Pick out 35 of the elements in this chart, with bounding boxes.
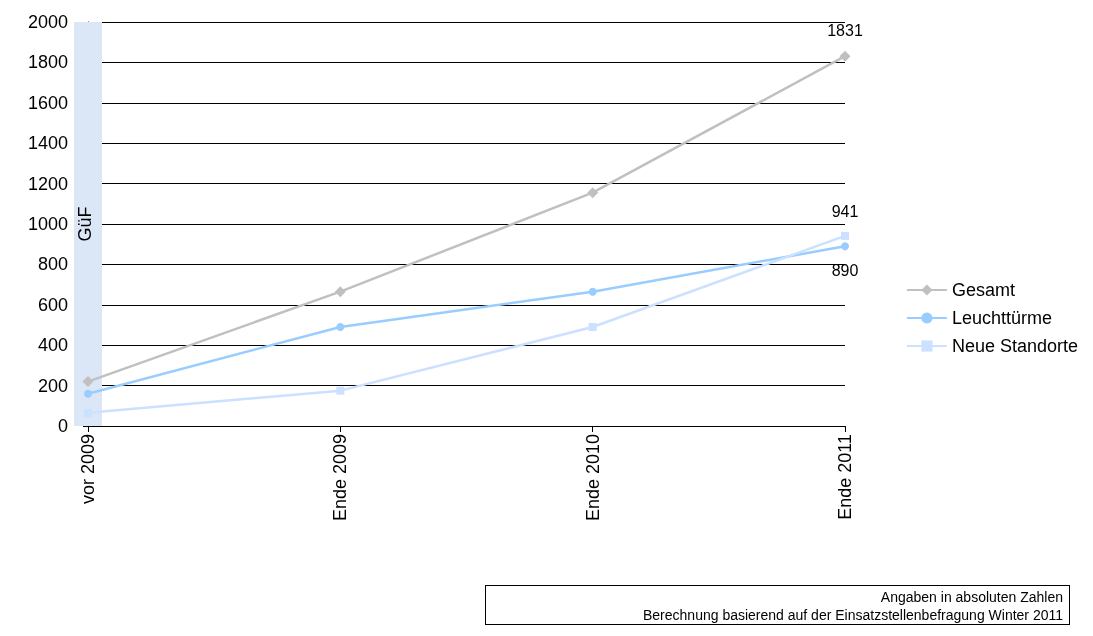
x-tick-label: Ende 2010 (582, 434, 603, 522)
y-tick-label: 1800 (27, 52, 68, 73)
legend-label: Gesamt (951, 280, 1015, 300)
y-tick-label: 200 (37, 375, 68, 396)
y-tick-label: 1400 (27, 133, 68, 154)
y-tick-label: 800 (37, 254, 68, 275)
point (336, 386, 345, 395)
ref-line-label: GüF (75, 206, 95, 242)
x-tick-label: Ende 2009 (330, 434, 351, 522)
data-label: 1831 (827, 22, 863, 40)
point (336, 323, 345, 332)
y-tick-label: 400 (37, 335, 68, 356)
legend-label: Neue Standorte (951, 336, 1079, 356)
data-label: 890 (831, 261, 859, 279)
x-tick-label: Ende 2011 (835, 434, 855, 520)
y-tick-label: 600 (37, 294, 68, 315)
y-tick-label: 2000 (27, 12, 68, 32)
point (588, 287, 597, 296)
point (587, 187, 599, 199)
y-tick-label: 0 (57, 416, 68, 436)
legend-label: Leuchttürme (951, 308, 1052, 328)
y-tick-label: 1200 (27, 173, 68, 194)
point (82, 376, 94, 388)
point (84, 389, 92, 398)
text: Angaben in absoluten Zahlen (879, 588, 1063, 606)
point (588, 323, 597, 332)
y-tick-label: 1600 (27, 92, 68, 113)
text: Berechnung basierend auf der Einsatzstellenbefragung Winter 2011 (642, 606, 1063, 624)
y-tick-label: 1000 (27, 214, 68, 234)
point (839, 50, 851, 62)
point (334, 286, 346, 298)
point (841, 231, 849, 240)
point (841, 242, 849, 251)
x-tick-label: vor 2009 (78, 434, 98, 505)
data-label: 941 (831, 203, 859, 221)
